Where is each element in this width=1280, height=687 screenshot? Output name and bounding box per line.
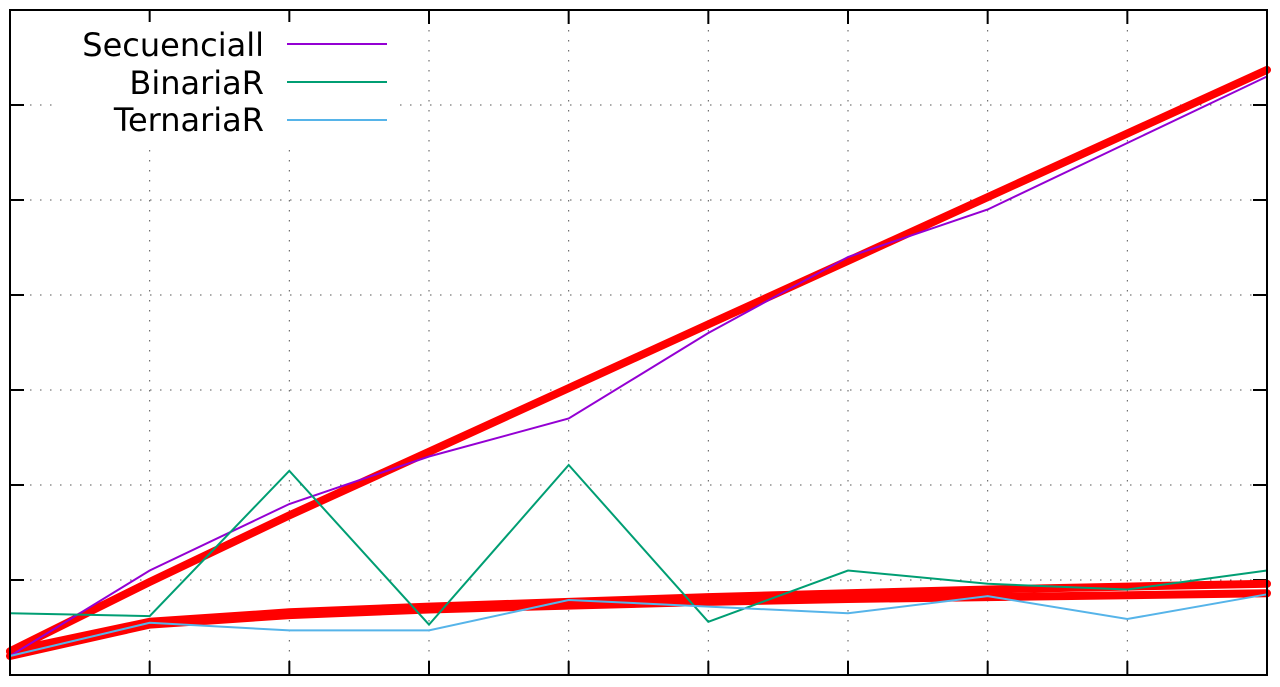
series-line-ternariar — [9, 593, 1268, 657]
legend-label-ternariar: TernariaR — [113, 101, 264, 139]
legend: Secuenciall BinariaR TernariaR — [60, 22, 400, 142]
fit-curves — [6, 65, 1271, 660]
series-line-secuenciall — [9, 75, 1268, 657]
fit-line-linear-fit — [6, 65, 1271, 656]
legend-label-binariar: BinariaR — [129, 64, 264, 102]
plot-frame — [9, 9, 1268, 676]
legend-label-secuenciall: Secuenciall — [82, 26, 264, 64]
data-series — [9, 75, 1268, 657]
axis-ticks — [10, 10, 1267, 675]
series-line-binariar — [9, 463, 1268, 627]
